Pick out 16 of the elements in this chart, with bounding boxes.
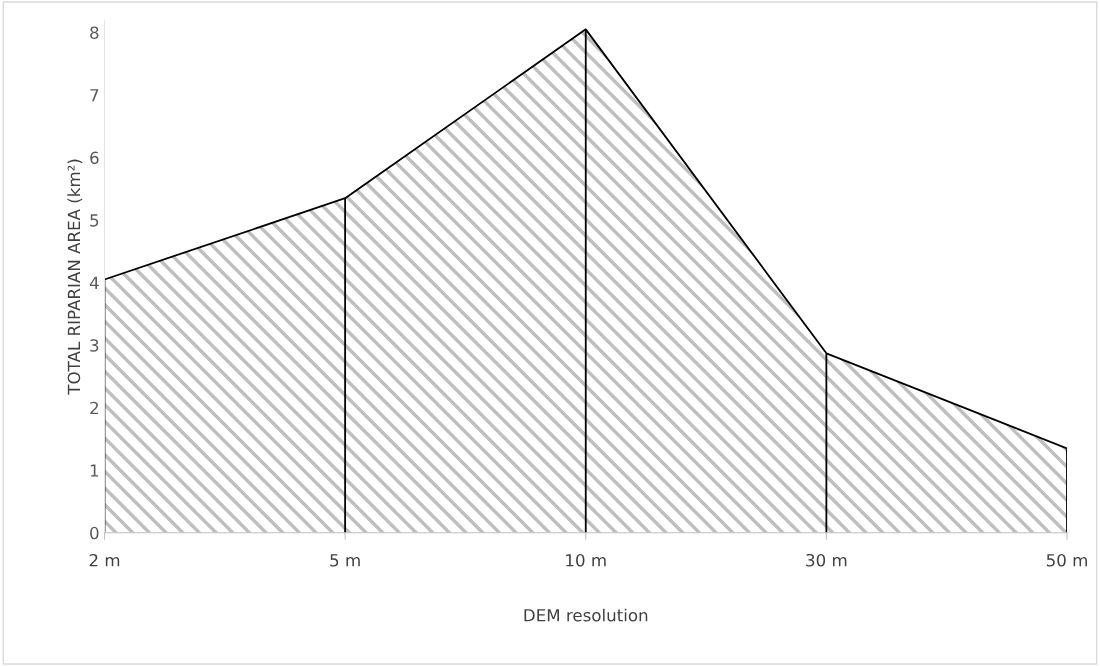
x-tick-label: 10 m (566, 553, 606, 567)
y-tick-label: 1 (90, 464, 99, 477)
x-tick-label: 30 m (806, 553, 847, 567)
y-tick-label: 4 (89, 276, 99, 289)
y-tick-label: 0 (90, 526, 99, 540)
x-tick-label: 5 m (330, 554, 360, 567)
y-tick-label: 5 (90, 214, 99, 227)
x-tick-label: 50 m (1046, 553, 1087, 567)
x-tick-label: 2 m (89, 553, 120, 567)
y-axis-title: TOTAL RIPARIAN AREA (km²) (67, 159, 83, 395)
y-tick-label: 7 (90, 89, 99, 102)
y-tick-label: 8 (90, 26, 99, 40)
y-tick-label: 6 (90, 151, 99, 165)
x-axis-title: DEM resolution (524, 608, 648, 622)
y-tick-label: 3 (90, 339, 99, 352)
y-tick-label: 2 (90, 401, 98, 415)
